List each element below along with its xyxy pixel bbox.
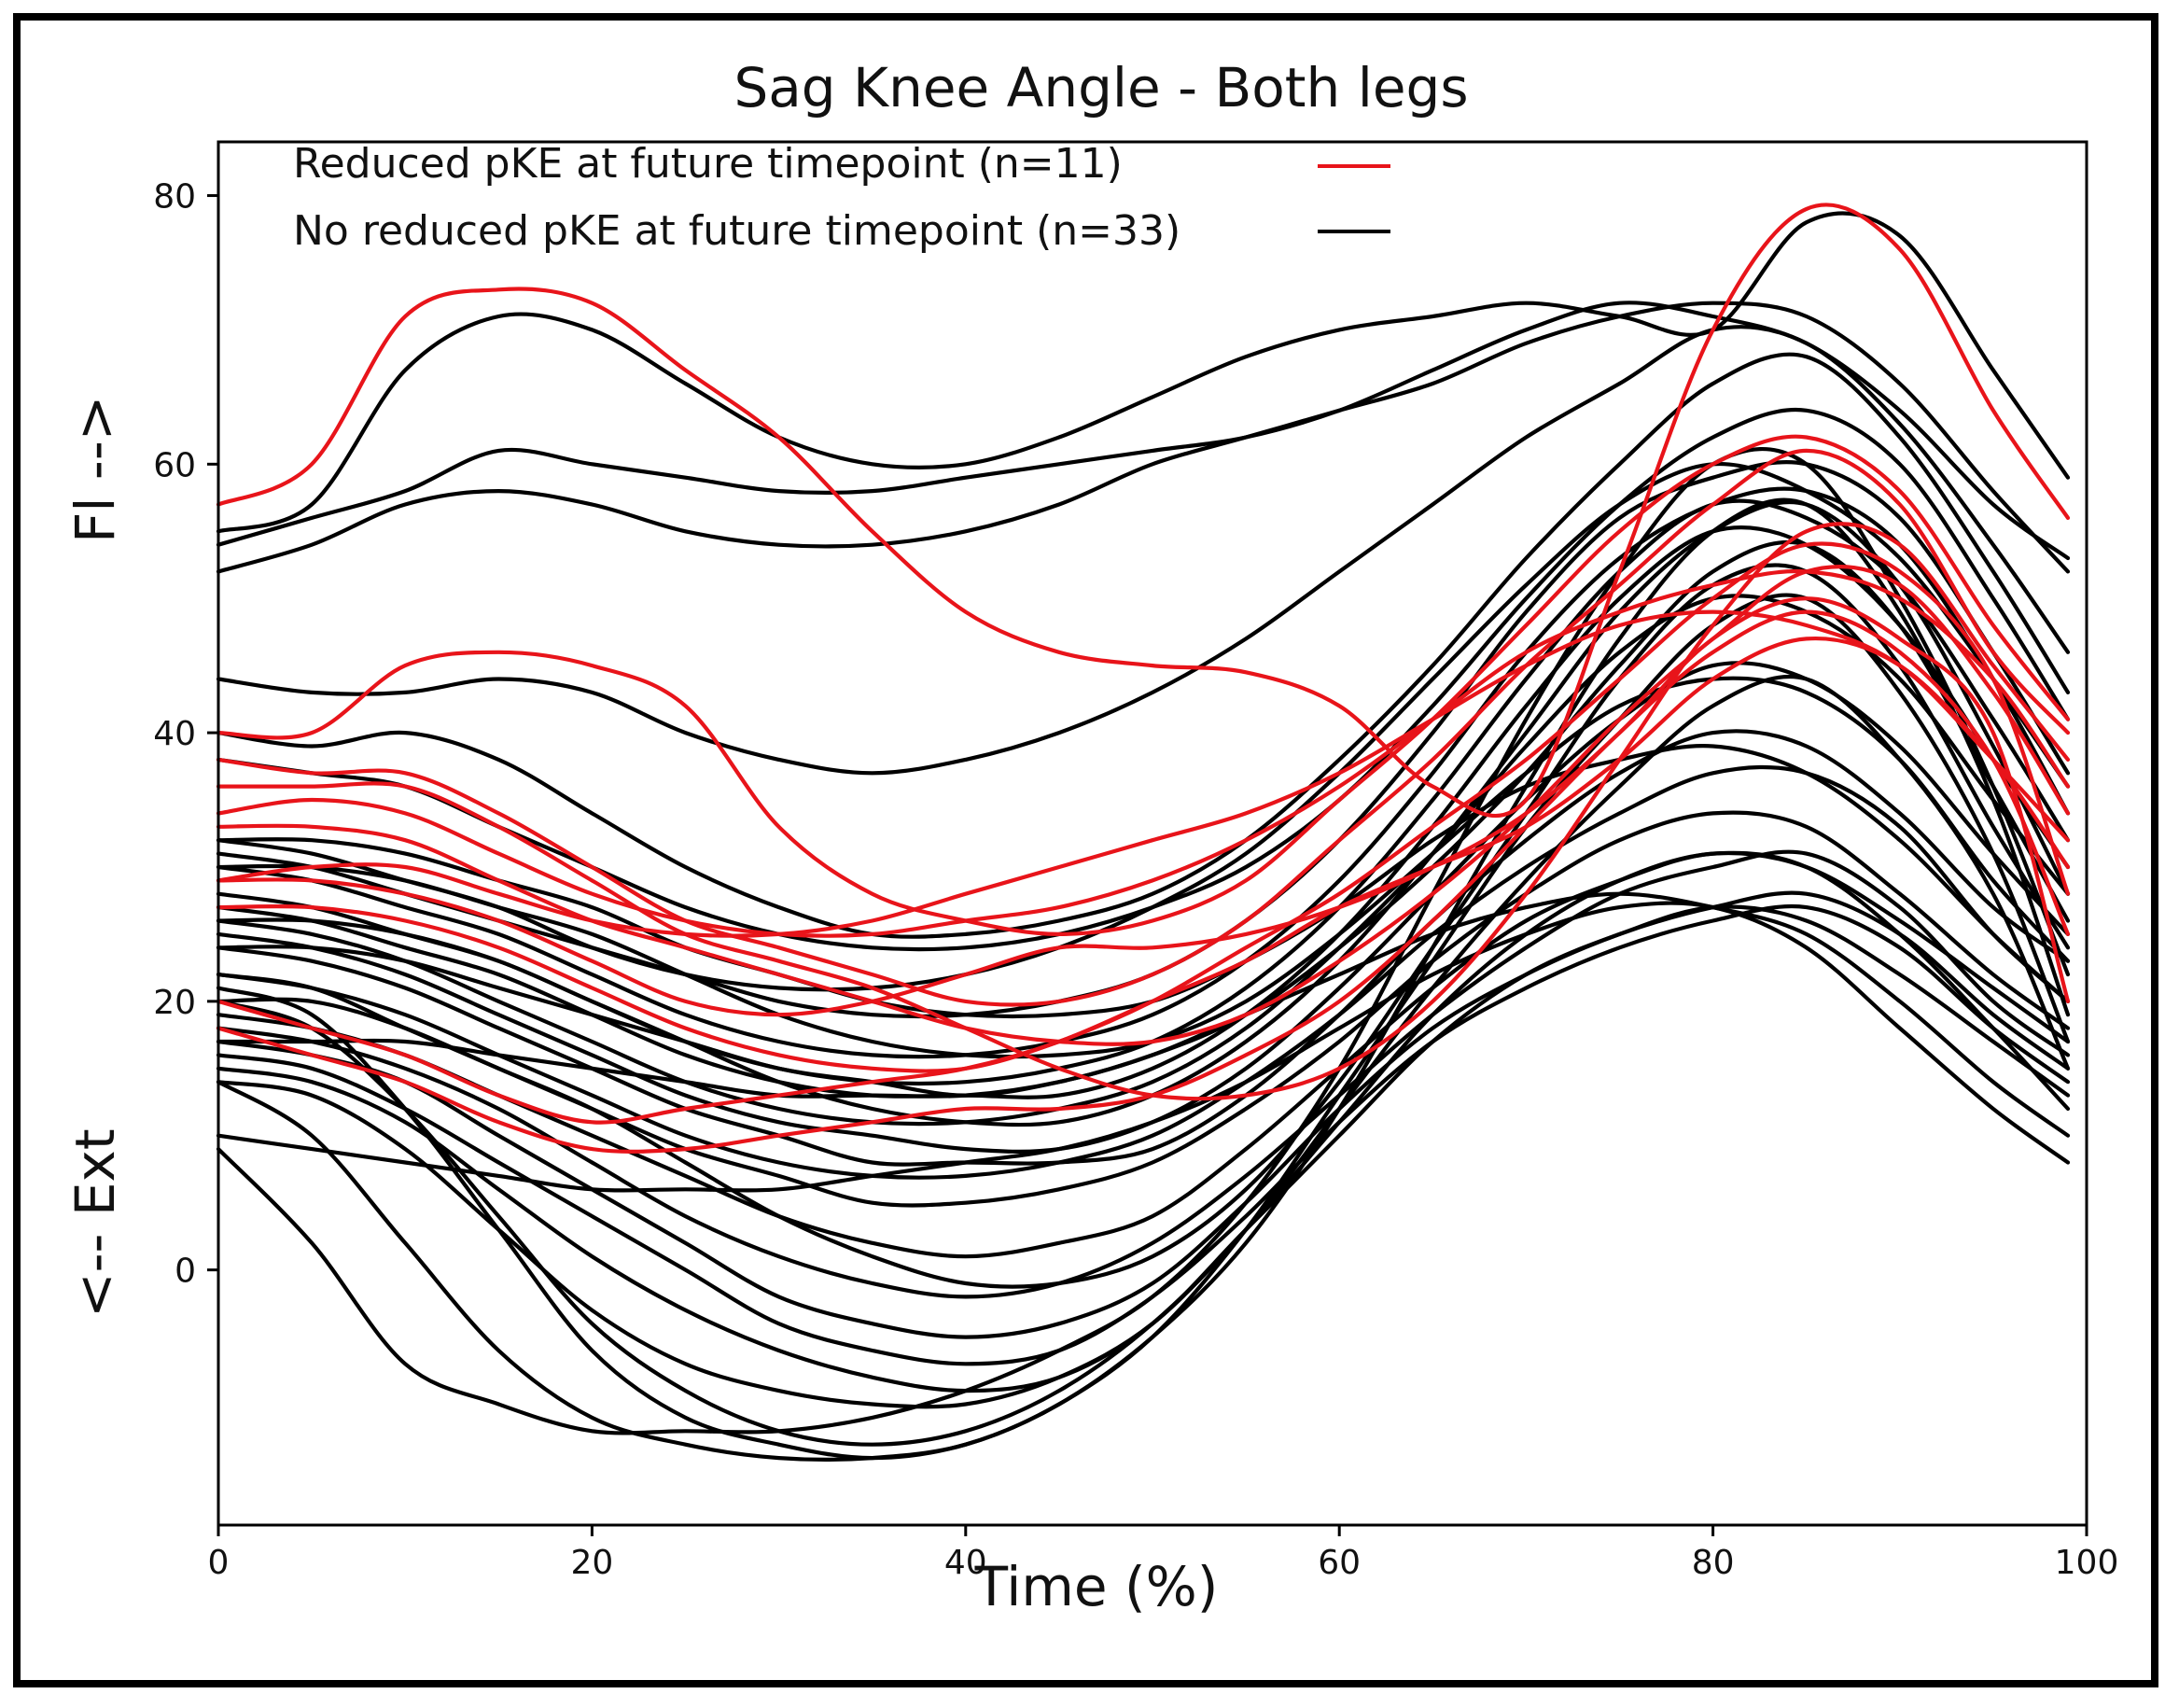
series-line-no-reduced-15: [216, 764, 2071, 1180]
series-line-no-reduced-33: [216, 901, 2071, 1193]
series-line-no-reduced-19: [216, 890, 2071, 1339]
series-line-reduced-5: [216, 568, 2071, 938]
series-line-reduced-3: [216, 448, 2071, 1007]
series-line-no-reduced-10: [216, 498, 2071, 1086]
series-line-no-reduced-30: [216, 676, 2071, 1059]
plot-area-border: [217, 140, 2088, 1527]
series-line-reduced-9: [216, 541, 2071, 1125]
x-axis-label: Time (%): [974, 1555, 1219, 1618]
series-line-no-reduced-9: [216, 486, 2071, 1059]
figure-frame: Sag Knee Angle - Both legs 0 20 40 60 80 100 …: [13, 13, 2158, 1687]
series-line-reduced-6: [216, 564, 2071, 1046]
y-tick-label: 20: [153, 984, 196, 1022]
series-line-no-reduced-3: [216, 301, 2071, 574]
series-line-no-reduced-26: [216, 446, 2071, 1435]
y-axis-ticks: 0 20 40 60 80: [153, 178, 218, 1291]
y-tick-label: 0: [175, 1253, 196, 1291]
series-line-no-reduced-16: [216, 810, 2071, 1208]
series-line-reduced-4: [216, 522, 2071, 1101]
series-layer: [216, 203, 2071, 1462]
series-line-no-reduced-29: [216, 499, 2071, 1127]
series-line-no-reduced-6: [216, 407, 2071, 952]
series-line-no-reduced-18: [216, 849, 2071, 1299]
series-line-reduced-10: [216, 609, 2071, 1154]
series-line-no-reduced-1: [216, 211, 2071, 534]
y-axis-label-fl: Fl -->: [63, 396, 127, 543]
x-tick-label: 60: [1318, 1544, 1361, 1582]
series-line-no-reduced-23: [216, 674, 2071, 1447]
series-line-no-reduced-4: [216, 325, 2071, 776]
series-line-reduced-7: [216, 609, 2071, 938]
y-tick-label: 40: [153, 715, 196, 753]
series-line-no-reduced-2: [216, 301, 2071, 561]
x-tick-label: 100: [2055, 1544, 2119, 1582]
legend-label-reduced: Reduced pKE at future timepoint (n=11): [293, 140, 1123, 188]
x-axis-ticks: 0 20 40 60 80 100: [208, 1525, 2119, 1582]
y-tick-label: 80: [153, 178, 196, 217]
series-line-no-reduced-5: [216, 352, 2071, 939]
x-tick-label: 80: [1692, 1544, 1735, 1582]
series-line-no-reduced-32: [216, 891, 2071, 1138]
series-line-reduced-2: [216, 434, 2071, 936]
legend-label-no-reduced: No reduced pKE at future timepoint (n=33…: [293, 207, 1180, 255]
y-tick-label: 60: [153, 446, 196, 484]
chart-title: Sag Knee Angle - Both legs: [733, 56, 1468, 119]
series-line-reduced-11: [216, 596, 2071, 1017]
legend: Reduced pKE at future timepoint (n=11) N…: [293, 140, 1390, 255]
x-tick-label: 0: [208, 1544, 230, 1582]
x-tick-label: 40: [944, 1544, 987, 1582]
series-line-reduced-1: [216, 203, 2071, 819]
series-line-no-reduced-14: [216, 729, 2071, 1167]
knee-angle-chart: Sag Knee Angle - Both legs 0 20 40 60 80 100 …: [63, 56, 2119, 1618]
y-axis-label-ext: <-- Ext: [63, 1128, 127, 1318]
series-line-no-reduced-12: [216, 594, 2071, 1127]
x-tick-label: 20: [570, 1544, 613, 1582]
